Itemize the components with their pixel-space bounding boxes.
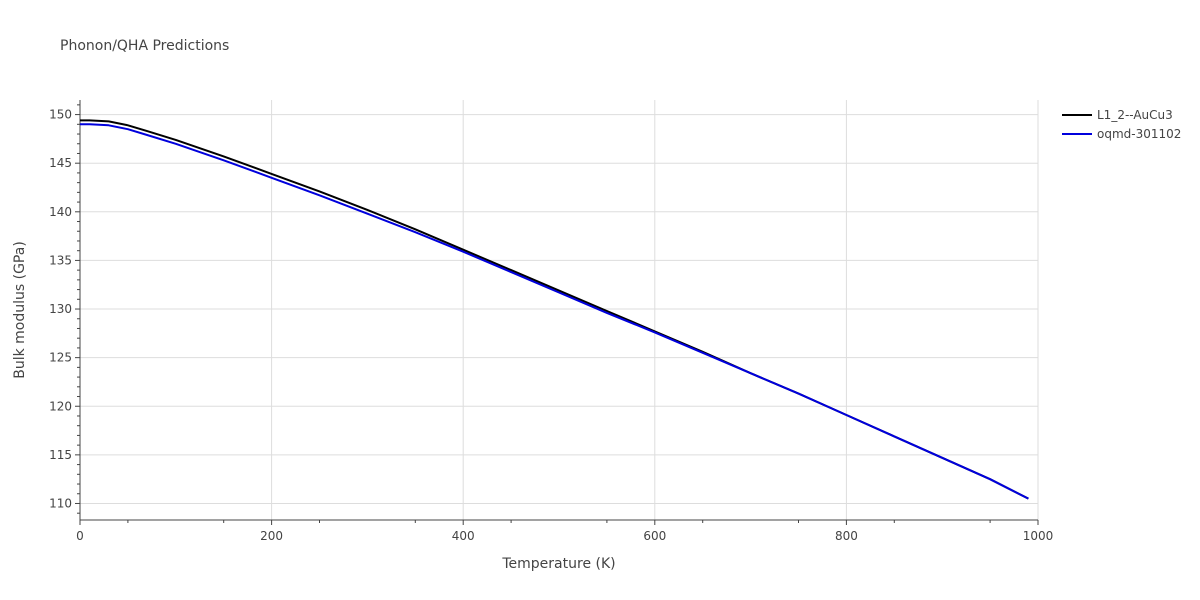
x-tick-label-3: 600 bbox=[643, 529, 666, 543]
y-tick-label-6: 140 bbox=[49, 205, 72, 219]
y-axis-title: Bulk modulus (GPa) bbox=[12, 241, 28, 379]
chart-title: Phonon/QHA Predictions bbox=[60, 38, 229, 54]
legend-label-0: L1_2--AuCu3 bbox=[1097, 108, 1173, 122]
y-tick-label-2: 120 bbox=[49, 399, 72, 413]
x-tick-label-5: 1000 bbox=[1023, 529, 1054, 543]
x-tick-label-0: 0 bbox=[76, 529, 84, 543]
x-tick-label-4: 800 bbox=[835, 529, 858, 543]
y-tick-label-3: 125 bbox=[49, 351, 72, 365]
y-tick-label-4: 130 bbox=[49, 302, 72, 316]
x-tick-label-1: 200 bbox=[260, 529, 283, 543]
y-tick-label-0: 110 bbox=[49, 496, 72, 510]
legend-item-1[interactable]: oqmd-301102 bbox=[1062, 127, 1181, 141]
y-tick-label-1: 115 bbox=[49, 448, 72, 462]
series-line-1 bbox=[80, 123, 1029, 500]
y-tick-label-7: 145 bbox=[49, 156, 72, 170]
legend-label-1: oqmd-301102 bbox=[1097, 127, 1181, 141]
axes: 0 200 400 600 800 1000 110 115 120 125 130 135 140 14… bbox=[49, 100, 1053, 543]
series-layer bbox=[80, 119, 1029, 500]
legend[interactable]: L1_2--AuCu3 oqmd-301102 bbox=[1062, 108, 1181, 141]
x-axis-title: Temperature (K) bbox=[501, 556, 615, 572]
y-tick-label-5: 135 bbox=[49, 253, 72, 267]
legend-item-0[interactable]: L1_2--AuCu3 bbox=[1062, 108, 1173, 122]
grid bbox=[80, 100, 1039, 520]
y-tick-label-8: 150 bbox=[49, 108, 72, 122]
x-tick-label-2: 400 bbox=[452, 529, 475, 543]
